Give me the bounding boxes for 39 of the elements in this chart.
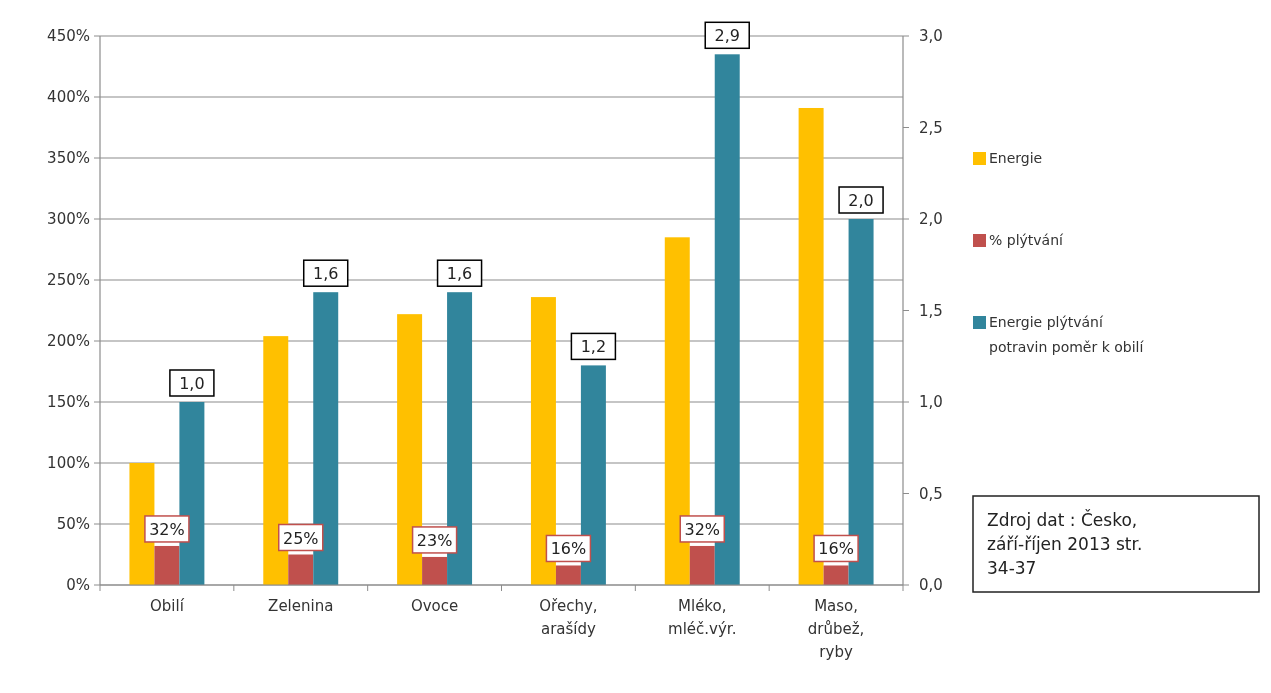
- y2-tick-label: 0,5: [919, 484, 943, 503]
- y-tick-label: 200%: [47, 332, 90, 350]
- y2-tick-label: 1,0: [919, 393, 943, 411]
- y-tick-label: 400%: [47, 88, 90, 106]
- text: Zdroj dat : Česko, září-říjen 2013 str. 34-37: [987, 509, 1143, 578]
- y-tick-label: 300%: [47, 210, 90, 228]
- data-label: 1,6: [446, 264, 473, 284]
- y-tick-label: 150%: [47, 393, 90, 411]
- data-label: 32%: [684, 519, 721, 539]
- data-label: 16%: [818, 539, 854, 559]
- x-tick-label: Ovoce: [410, 597, 459, 615]
- y-tick-label: 50%: [56, 515, 90, 533]
- x-tick-label: Obilí: [149, 597, 185, 615]
- y2-tick-label: 2,5: [919, 118, 943, 137]
- y2-tick-label: 0,0: [919, 576, 943, 594]
- x-tick-label: Mléko, mléč.výr.: [668, 597, 737, 638]
- x-tick-label: Ořechy, arašídy: [539, 597, 598, 638]
- y-tick-label: 0%: [66, 576, 90, 594]
- y-tick-label: 350%: [47, 149, 90, 167]
- legend-label: Energie plýtvání potravin poměr k obilí: [989, 314, 1145, 355]
- y2-tick-label: 3,0: [919, 27, 943, 45]
- x-tick-label: Maso, drůbež, ryby: [807, 597, 865, 661]
- data-label: 2,0: [848, 191, 874, 210]
- y-tick-label: 450%: [47, 27, 90, 45]
- data-label: 25%: [282, 528, 319, 548]
- data-label: 16%: [550, 539, 587, 559]
- data-label: 1,0: [179, 374, 205, 393]
- data-label: 1,6: [313, 264, 339, 284]
- data-label: 1,2: [580, 337, 607, 357]
- legend-label: Energie: [989, 150, 1043, 166]
- data-label: 32%: [149, 519, 185, 539]
- y2-tick-label: 1,5: [919, 301, 943, 320]
- data-label: 2,9: [714, 26, 740, 46]
- data-label: 23%: [416, 530, 453, 550]
- x-tick-label: Zelenina: [268, 597, 334, 615]
- y-tick-label: 100%: [47, 454, 90, 472]
- y-tick-label: 250%: [47, 271, 90, 289]
- legend-label: % plýtvání: [989, 232, 1065, 248]
- y2-tick-label: 2,0: [919, 210, 943, 228]
